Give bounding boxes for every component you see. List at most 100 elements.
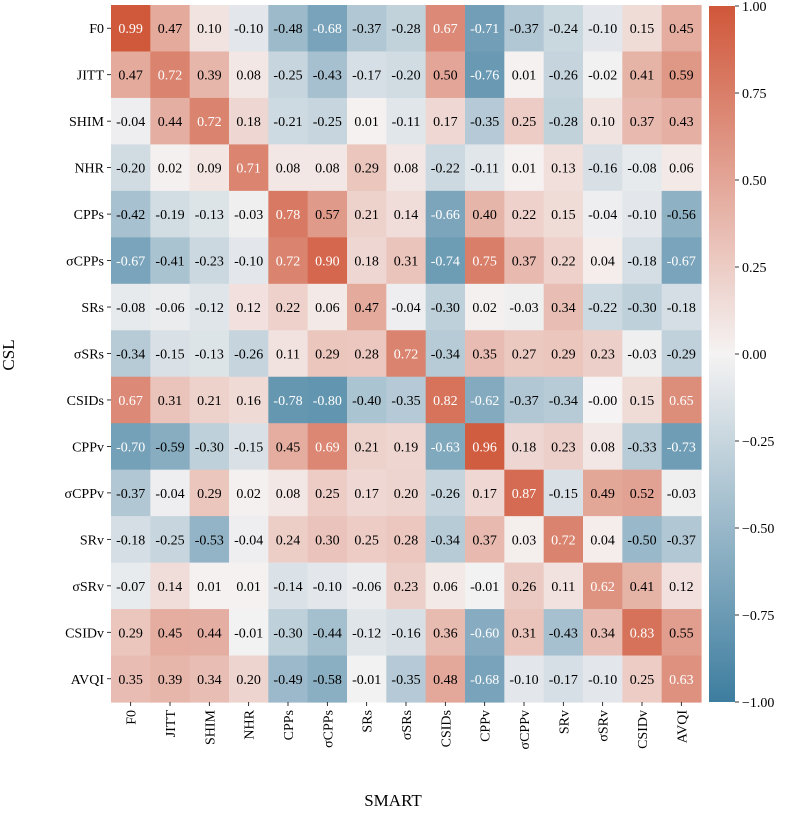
cell-value-label: 0.04 (590, 255, 615, 270)
cell-value-label: 0.23 (590, 348, 615, 363)
heatmap-cell (661, 283, 702, 331)
cell-value-label: -0.78 (273, 394, 302, 409)
cell-value-label: 0.12 (669, 580, 694, 595)
cell-value-label: -0.40 (352, 394, 381, 409)
heatmap-cell (583, 51, 623, 99)
heatmap-cell (347, 97, 387, 145)
cell-value-label: 0.01 (512, 162, 537, 177)
cell-value-label: -0.71 (470, 22, 499, 37)
heatmap-cell (189, 51, 230, 99)
cell-value-label: 0.25 (512, 115, 537, 130)
y-tick-label: σSRv (72, 580, 104, 595)
cell-value-label: -0.04 (391, 301, 420, 316)
cell-value-label: 0.45 (276, 440, 301, 455)
y-axis-label: CSL (0, 339, 18, 370)
cell-value-label: 0.21 (354, 440, 379, 455)
cell-value-label: 0.55 (669, 626, 694, 641)
heatmap-cell (504, 283, 545, 331)
heatmap-cell (307, 97, 348, 145)
cell-value-label: -0.28 (391, 22, 420, 37)
cell-value-label: 0.17 (354, 487, 379, 502)
heatmap-cell (111, 516, 151, 564)
heatmap-cell (465, 655, 505, 703)
heatmap-cell (111, 609, 151, 657)
heatmap-cell (307, 330, 348, 378)
cell-value-label: -0.30 (273, 626, 302, 641)
cell-value-label: 0.37 (512, 255, 537, 270)
heatmap-cell (307, 516, 348, 564)
heatmap-cell (543, 330, 584, 378)
heatmap-cell (111, 51, 151, 99)
cell-value-label: -0.25 (155, 533, 184, 548)
cell-value-label: -0.18 (667, 301, 696, 316)
cell-value-label: -0.28 (549, 115, 578, 130)
cell-value-label: -0.37 (116, 487, 145, 502)
heatmap-cell (111, 190, 151, 238)
heatmap-cell (661, 609, 702, 657)
heatmap-cell (386, 144, 427, 192)
heatmap-cell (268, 609, 309, 657)
heatmap-cell (347, 423, 387, 471)
cell-value-label: 0.08 (276, 487, 301, 502)
colorbar-tick-label: 0.00 (742, 348, 767, 363)
heatmap-cell (229, 655, 269, 703)
cell-value-label: 0.28 (394, 533, 419, 548)
heatmap-cell (425, 469, 466, 517)
cell-value-label: 0.23 (551, 440, 576, 455)
heatmap-cell (543, 97, 584, 145)
cell-value-label: 0.67 (118, 394, 143, 409)
cell-value-label: -0.34 (431, 533, 460, 548)
cell-value-label: 0.08 (590, 440, 615, 455)
x-tick-label: SRv (557, 710, 572, 734)
cell-value-label: 0.31 (512, 626, 537, 641)
heatmap-cell (307, 190, 348, 238)
heatmap-cell (504, 51, 545, 99)
heatmap-cell (189, 469, 230, 517)
heatmap-cell (543, 376, 584, 424)
cell-value-label: -0.15 (549, 487, 578, 502)
heatmap-cell (622, 51, 663, 99)
cell-value-label: -0.18 (116, 533, 145, 548)
y-tick-label: JITT (77, 69, 105, 84)
cell-value-label: 0.45 (669, 22, 694, 37)
cell-value-label: -0.03 (234, 208, 263, 223)
heatmap-cell (347, 655, 387, 703)
cell-value-label: 0.08 (315, 162, 340, 177)
cell-value-label: -0.70 (116, 440, 145, 455)
heatmap-cell (268, 51, 309, 99)
heatmap-cell (425, 516, 466, 564)
cell-value-label: 0.82 (433, 394, 458, 409)
heatmap-cell (347, 283, 387, 331)
heatmap-cell (622, 237, 663, 285)
heatmap-cell (189, 283, 230, 331)
heatmap-cell (425, 5, 466, 53)
x-tick-label: σSRs (400, 710, 415, 740)
y-tick-label: σSRs (74, 348, 104, 363)
heatmap-cell (268, 516, 309, 564)
cell-value-label: 0.11 (276, 348, 300, 363)
heatmap-cell (386, 51, 427, 99)
cell-value-label: 0.31 (158, 394, 183, 409)
cell-value-label: -0.15 (155, 348, 184, 363)
heatmap-cell (229, 144, 269, 192)
x-tick-label: CSIDv (636, 710, 651, 749)
heatmap-cell (268, 562, 309, 610)
cell-value-label: -0.11 (470, 162, 499, 177)
cell-value-label: -0.19 (155, 208, 184, 223)
cell-value-label: 0.01 (354, 115, 379, 130)
cell-value-label: -0.07 (116, 580, 145, 595)
heatmap-cell (150, 562, 191, 610)
cell-value-label: 0.23 (394, 580, 419, 595)
cell-value-label: -0.67 (667, 255, 696, 270)
heatmap-cell (425, 190, 466, 238)
heatmap-cell (583, 237, 623, 285)
cell-value-label: 0.26 (512, 580, 537, 595)
cell-value-label: -0.10 (588, 673, 617, 688)
heatmap-cell (543, 190, 584, 238)
heatmap-cell (504, 190, 545, 238)
heatmap-cell (504, 562, 545, 610)
cell-value-label: 0.31 (394, 255, 419, 270)
cell-value-label: 0.52 (630, 487, 655, 502)
cell-value-label: 0.15 (551, 208, 576, 223)
cell-value-label: -0.10 (234, 255, 263, 270)
